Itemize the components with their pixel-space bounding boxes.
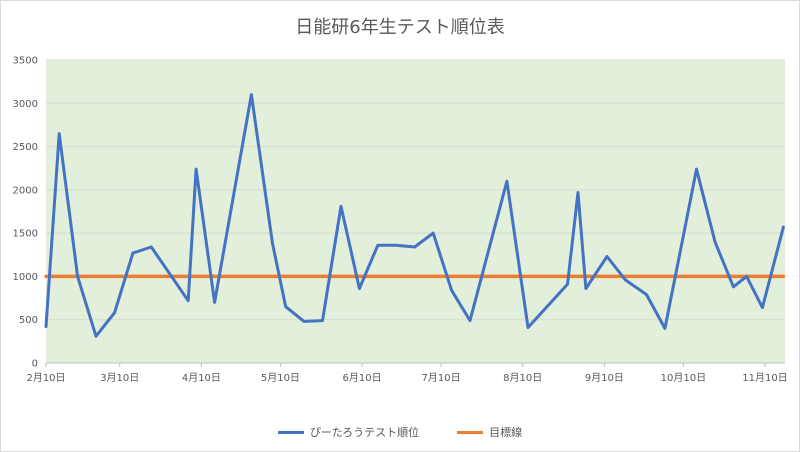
x-tick-label: 3月10日 [100, 372, 139, 384]
y-tick-label: 500 [19, 315, 38, 326]
plot-area [46, 60, 785, 363]
x-tick-label: 7月10日 [422, 372, 461, 384]
x-tick-label: 8月10日 [503, 372, 542, 384]
legend-label-target: 目標線 [489, 426, 523, 439]
legend-item-rank: ぴーたろうテスト順位 [277, 424, 420, 440]
y-tick-label: 1000 [13, 272, 38, 283]
y-tick-label: 3500 [13, 56, 38, 67]
chart-title: 日能研6年生テスト順位表 [295, 17, 505, 38]
legend-label-rank: ぴーたろうテスト順位 [309, 426, 420, 439]
legend: ぴーたろうテスト順位 目標線 [0, 424, 800, 440]
x-tick-label: 11月10日 [742, 372, 787, 384]
x-tick-label: 10月10日 [661, 372, 706, 384]
x-tick-label: 6月10日 [342, 372, 381, 384]
legend-swatch-rank [277, 430, 304, 434]
y-tick-label: 0 [32, 359, 38, 370]
y-tick-label: 1500 [13, 229, 38, 240]
legend-item-target: 目標線 [457, 424, 522, 440]
y-tick-label: 2000 [13, 185, 38, 196]
legend-swatch-target [457, 430, 484, 434]
y-tick-label: 3000 [13, 99, 38, 110]
series-line-rank [44, 93, 785, 338]
y-tick-label: 2500 [13, 142, 38, 153]
x-tick-label: 2月10日 [26, 372, 65, 384]
x-tick-label: 9月10日 [585, 372, 624, 384]
x-tick-label: 5月10日 [261, 372, 300, 384]
x-tick-label: 4月10日 [182, 372, 221, 384]
